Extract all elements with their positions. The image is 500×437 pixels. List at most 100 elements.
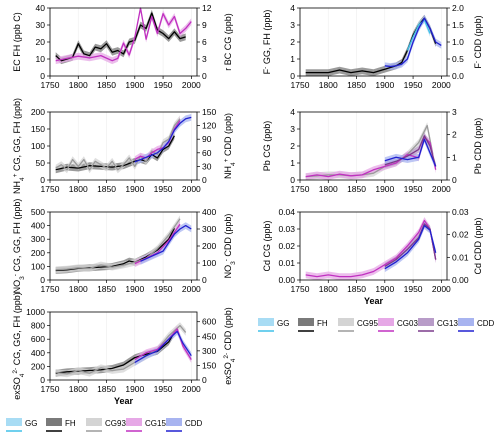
x-tick-label: 2000 [432,284,451,294]
x-tick-label: 1800 [319,80,338,90]
y-tick-label-left: 3 [290,20,295,30]
x-tick-label: 1950 [154,184,173,194]
x-tick-label: 1750 [41,80,60,90]
series-line-gg [406,19,431,51]
y-tick-label-left: 200 [31,248,45,258]
y-tick-label-left: 3 [290,124,295,134]
y-tick-label-right: 1.0 [452,37,464,47]
y-tick-label-left: 50 [36,158,46,168]
legend-swatch-cg95 [338,318,354,326]
x-tick-label: 1950 [154,284,173,294]
y-tick-label-right: 0 [202,71,207,81]
y-axis-label-right: F- CDD (ppb) [473,15,484,68]
y-axis-label-left: Pb CG (ppb) [262,121,272,172]
y-tick-label-right: 200 [202,241,216,251]
series-line-cg93 [55,218,181,271]
x-tick-label: 1800 [69,80,88,90]
y-tick-label-right: 0.02 [452,230,469,240]
y-tick-label-left: 2 [290,37,295,47]
y-tick-label-left: 500 [31,207,45,217]
y-tick-label-left: 1000 [26,307,45,317]
legend-swatch-fh [46,418,62,426]
y-tick-label-right: 0 [202,375,207,385]
y-tick-label-left: 40 [36,3,46,13]
legend-label-fh: FH [317,319,328,328]
y-tick-label-right: 0.00 [452,275,469,285]
x-tick-label: 1850 [347,284,366,294]
legend-label-fh: FH [65,419,76,428]
series-line-cg13 [384,223,437,267]
x-tick-label: 1800 [319,284,338,294]
legend-right: GG FH CG95 CG03 CG13 CDD [258,318,495,332]
series-line-cdd [134,116,192,163]
y-tick-label-left: 0.02 [278,241,295,251]
y-tick-label-left: 30 [36,20,46,30]
y-axis-label-left: EC FH (ppb C) [12,12,22,72]
legend-swatch-gg [6,418,22,426]
legend-left: GG FH CG93 CG15 CDD [6,418,203,432]
x-tick-label: 1950 [154,80,173,90]
x-tick-label: 1750 [291,184,310,194]
legend-label-gg: GG [25,419,37,428]
y-tick-label-left: 4 [290,3,295,13]
y-tick-label-left: 200 [31,107,45,117]
x-tick-label: 1750 [41,184,60,194]
y-tick-label-right: 0 [452,175,457,185]
x-tick-label: 1900 [125,80,144,90]
x-tick-label: 1800 [319,184,338,194]
legend-swatch-cdd [458,318,474,326]
series-line-cg15 [55,7,192,62]
series-line-cg03 [305,219,437,278]
y-tick-label-right: 0 [202,275,207,285]
y-tick-label-right: 150 [202,360,216,370]
series-line-cdd [384,138,437,167]
y-tick-label-left: 1 [290,158,295,168]
x-tick-label: 2000 [432,184,451,194]
y-tick-label-right: 30 [202,161,212,171]
y-tick-label-left: 10 [36,54,46,64]
legend-swatch-cg13 [418,318,434,326]
y-tick-label-left: 2 [290,141,295,151]
y-tick-label-left: 20 [36,37,46,47]
y-tick-label-right: 12 [202,3,212,13]
y-tick-label-left: 400 [31,221,45,231]
y-tick-label-left: 0.00 [278,275,295,285]
y-tick-label-left: 400 [31,348,45,358]
x-tick-label: 1850 [347,80,366,90]
y-tick-label-left: 0 [40,375,45,385]
x-tick-label: 1750 [41,384,60,394]
x-tick-label: 1850 [97,80,116,90]
x-tick-label: 1800 [69,184,88,194]
x-tick-label: 1950 [404,80,423,90]
legend-swatch-fh [298,318,314,326]
x-tick-label: 1950 [404,184,423,194]
y-tick-label-right: 0.5 [452,54,464,64]
y-tick-label-left: 200 [31,361,45,371]
y-tick-label-left: 0.03 [278,224,295,234]
y-axis-label-right: Cd CDD (ppb) [473,217,483,274]
y-tick-label-right: 90 [202,134,212,144]
x-tick-label: 1800 [69,284,88,294]
x-tick-label: 1850 [347,184,366,194]
legend-swatch-cg93 [86,418,102,426]
series-line-cg93 [55,324,187,375]
y-tick-label-left: 0 [290,175,295,185]
x-tick-label: 2000 [182,184,201,194]
legend-label-cg95: CG95 [357,319,378,328]
y-tick-label-right: 450 [202,331,216,341]
legend-label-cdd: CDD [185,419,203,428]
y-axis-label-right: Pb CDD (ppb) [473,118,483,175]
x-axis-label: Year [364,296,384,306]
legend-label-gg: GG [277,319,289,328]
y-axis-label-right: NH4+ CDD (ppb) [223,113,237,179]
series-band-fh [305,14,436,77]
x-tick-label: 2000 [182,80,201,90]
series-line-cdd [140,224,192,262]
y-tick-label-left: 100 [31,261,45,271]
y-tick-label-right: 0.01 [452,252,469,262]
x-tick-label: 1950 [404,284,423,294]
x-tick-label: 1900 [375,80,394,90]
y-tick-label-right: 3 [452,107,457,117]
y-axis-label-left: exSO42- CG, GG, FH (ppb) [12,292,26,399]
